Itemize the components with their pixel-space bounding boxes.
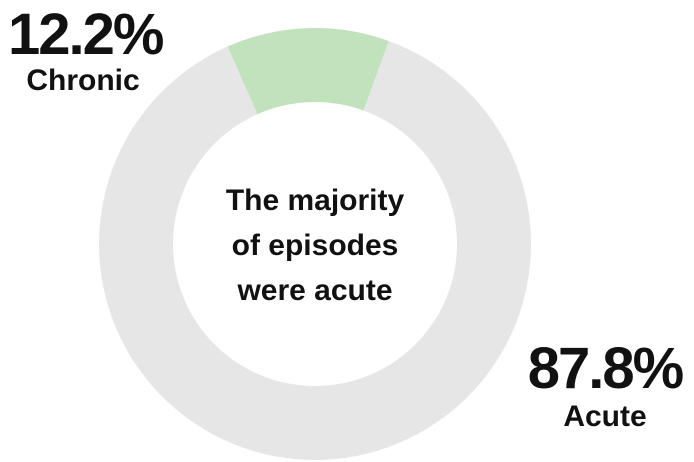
chronic-percent-label: 12.2%	[8, 2, 164, 67]
acute-percent-label: 87.8%	[527, 336, 684, 401]
chronic-callout: 12.2% Chronic	[8, 2, 164, 97]
center-text-line-1: The majority	[225, 184, 405, 217]
acute-callout: 87.8% Acute	[520, 340, 690, 432]
chronic-category-label: Chronic	[26, 64, 140, 97]
donut-center-text: The majority of episodes were acute	[195, 178, 435, 313]
donut-slice-acute	[98, 41, 531, 460]
donut-slice-chronic	[227, 28, 389, 115]
center-text-line-3: were acute	[237, 274, 393, 307]
center-text-line-2: of episodes	[231, 229, 399, 262]
acute-category-label: Acute	[563, 400, 647, 433]
